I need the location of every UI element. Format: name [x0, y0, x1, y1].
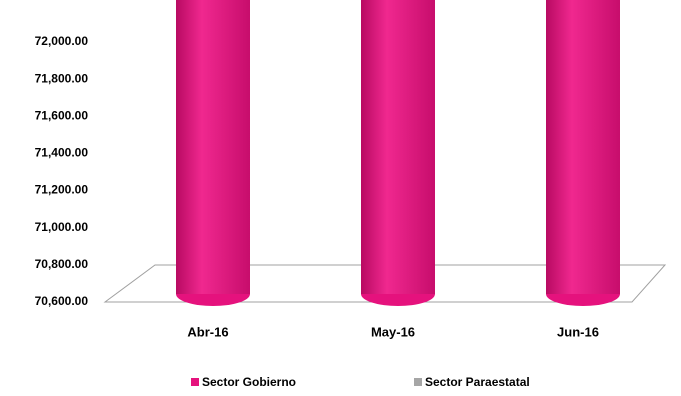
y-tick-label: 70,800.00 — [35, 257, 89, 271]
bar — [546, 0, 620, 294]
legend-swatch — [191, 378, 199, 386]
y-tick-label: 71,600.00 — [35, 108, 89, 122]
bar — [361, 0, 435, 294]
legend-label: Sector Paraestatal — [425, 375, 530, 389]
floor — [103, 264, 667, 303]
y-tick-label: 71,800.00 — [35, 71, 89, 85]
legend-label: Sector Gobierno — [202, 375, 296, 389]
y-tick-label: 71,000.00 — [35, 220, 89, 234]
x-tick-label: May-16 — [371, 324, 415, 339]
legend-swatch — [414, 378, 422, 386]
bar — [176, 0, 250, 294]
y-tick-label: 72,000.00 — [35, 34, 89, 48]
y-tick-label: 71,400.00 — [35, 146, 89, 160]
x-tick-label: Abr-16 — [187, 324, 228, 339]
x-tick-label: Jun-16 — [557, 324, 599, 339]
y-tick-label: 70,600.00 — [35, 294, 89, 308]
y-tick-label: 71,200.00 — [35, 183, 89, 197]
